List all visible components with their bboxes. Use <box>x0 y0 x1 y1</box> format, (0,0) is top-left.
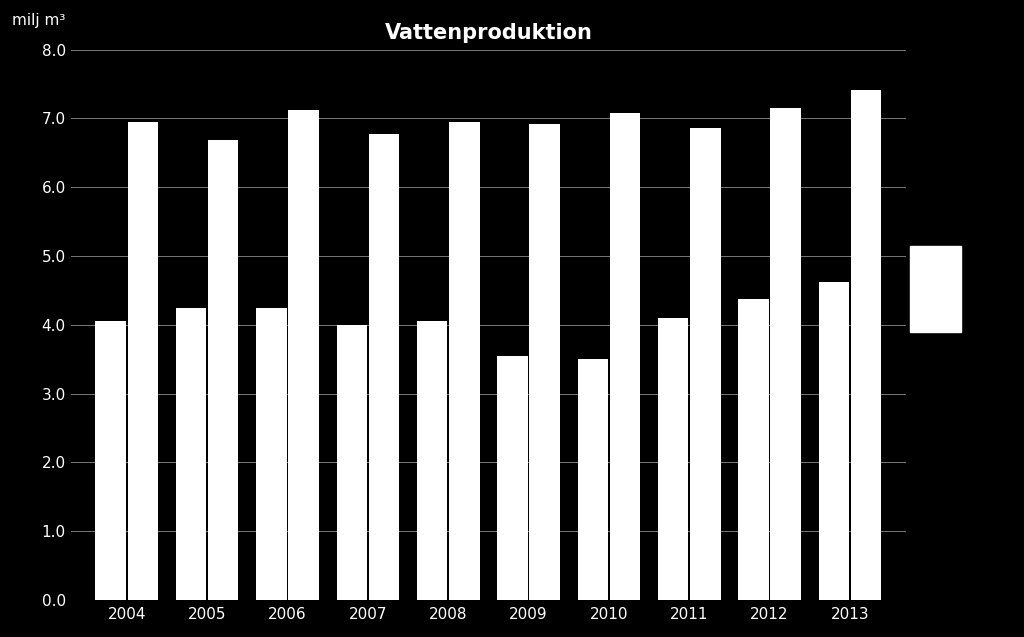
Text: milj m³: milj m³ <box>12 13 66 27</box>
Bar <box>208 140 239 600</box>
Bar <box>128 122 158 600</box>
Bar <box>95 322 126 600</box>
Bar <box>417 322 447 600</box>
Bar <box>498 356 527 600</box>
Bar <box>690 128 721 600</box>
Bar <box>738 299 769 600</box>
Bar <box>578 359 608 600</box>
Bar <box>176 308 207 600</box>
Bar <box>851 90 882 600</box>
Title: Vattenproduktion: Vattenproduktion <box>384 22 592 43</box>
Bar <box>529 124 560 600</box>
Bar <box>289 110 318 600</box>
Bar <box>256 308 287 600</box>
Bar <box>449 122 479 600</box>
Bar <box>658 318 688 600</box>
Bar <box>337 325 367 600</box>
Bar <box>770 108 801 600</box>
FancyBboxPatch shape <box>910 246 961 332</box>
Bar <box>818 282 849 600</box>
Bar <box>369 134 399 600</box>
Bar <box>609 113 640 600</box>
